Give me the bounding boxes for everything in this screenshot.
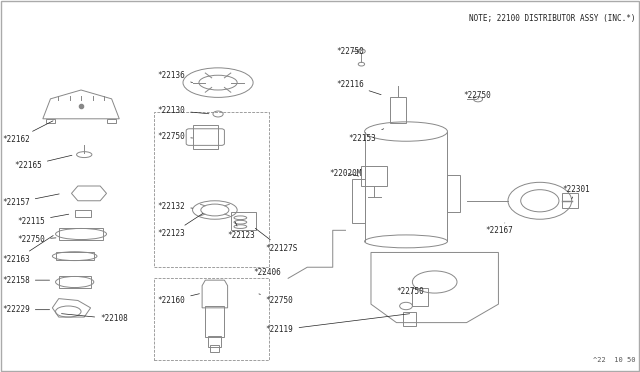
Text: *22750: *22750: [17, 235, 56, 244]
Text: *22136: *22136: [157, 71, 193, 83]
Text: *22108: *22108: [61, 314, 128, 323]
Text: *22165: *22165: [14, 155, 72, 170]
Text: *22750: *22750: [396, 287, 424, 296]
Text: *22130: *22130: [157, 106, 209, 115]
Text: *22123: *22123: [228, 222, 255, 240]
Bar: [193, 125, 218, 149]
Text: *22153: *22153: [349, 129, 384, 142]
Bar: [231, 212, 256, 230]
Text: *22750: *22750: [336, 47, 364, 56]
Text: *22115: *22115: [17, 214, 68, 225]
Bar: [412, 288, 428, 306]
Text: *22750: *22750: [259, 294, 294, 305]
Text: ^22  10 50: ^22 10 50: [593, 357, 636, 363]
Bar: [59, 228, 103, 240]
Bar: [56, 252, 94, 260]
Text: *22167: *22167: [486, 223, 513, 235]
Bar: [154, 278, 269, 359]
Bar: [59, 276, 91, 288]
Text: *22119: *22119: [266, 314, 410, 334]
Text: *22123: *22123: [157, 214, 203, 238]
Bar: [390, 97, 406, 123]
Text: *22127S: *22127S: [255, 228, 298, 253]
Text: *22020M: *22020M: [330, 169, 362, 177]
Text: *22406: *22406: [253, 268, 281, 277]
Text: *22116: *22116: [336, 80, 381, 95]
Text: *22301: *22301: [562, 185, 590, 199]
Bar: [154, 112, 269, 267]
Text: *22163: *22163: [2, 235, 53, 264]
Bar: [211, 345, 220, 352]
Text: *22157: *22157: [2, 194, 60, 207]
Bar: [562, 193, 578, 208]
Bar: [352, 179, 365, 223]
Text: *22160: *22160: [157, 294, 200, 305]
Text: *22750: *22750: [157, 132, 193, 141]
Text: *22158: *22158: [2, 276, 49, 285]
Text: NOTE; 22100 DISTRIBUTOR ASSY (INC.*): NOTE; 22100 DISTRIBUTOR ASSY (INC.*): [469, 14, 636, 23]
Bar: [447, 175, 460, 212]
Text: *22132: *22132: [157, 202, 193, 211]
Text: *22229: *22229: [2, 305, 49, 314]
Bar: [205, 306, 225, 337]
Text: *22750: *22750: [463, 91, 491, 100]
Bar: [403, 311, 415, 326]
Bar: [362, 166, 387, 186]
Bar: [75, 210, 91, 217]
Text: *22162: *22162: [2, 121, 53, 144]
Bar: [209, 336, 221, 347]
